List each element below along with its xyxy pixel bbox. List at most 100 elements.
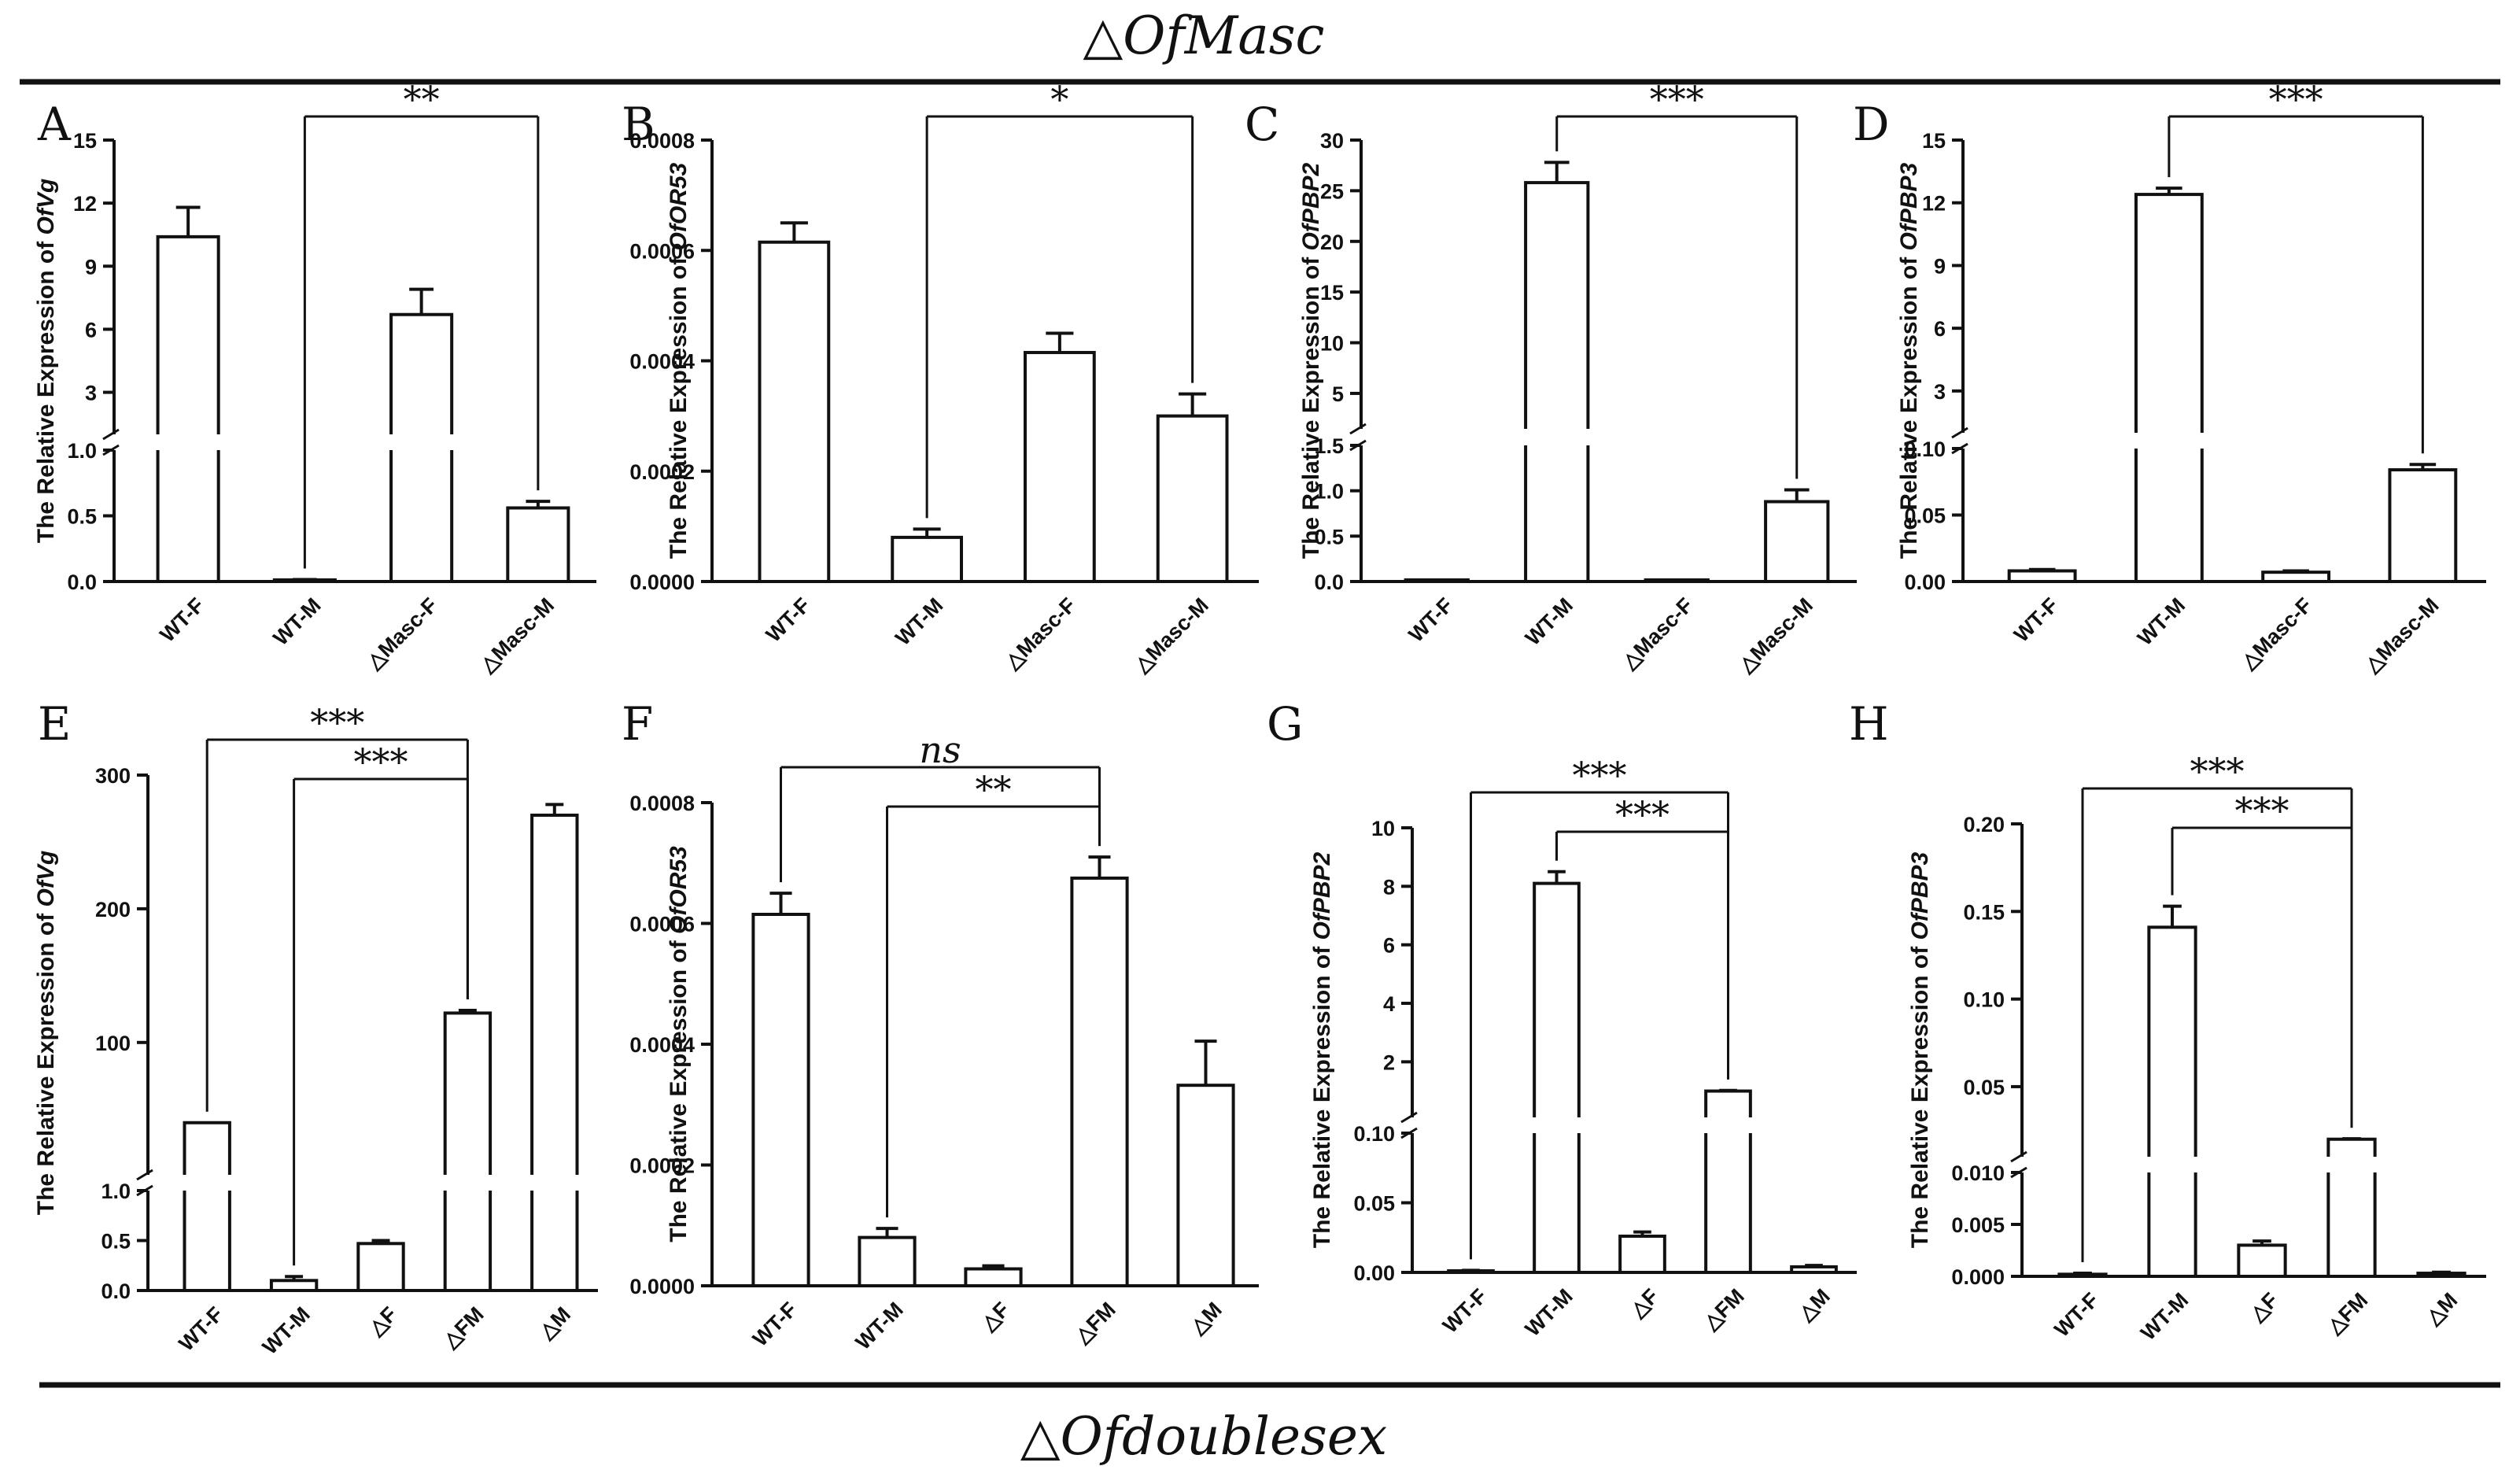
x-tick-label: △FM: [1070, 1298, 1120, 1348]
bar-△F: [1618, 1234, 1666, 1274]
x-tick-label: △Masc-M: [474, 593, 559, 678]
y-tick-label: 0.0000: [629, 570, 695, 594]
y-tick-label: 9: [85, 255, 97, 279]
y-tick-label: 200: [95, 898, 131, 921]
y-tick-label: 0.0: [67, 570, 97, 594]
y-tick-label: 30: [1320, 129, 1344, 153]
x-tick-label: WT-M: [851, 1298, 908, 1354]
y-axis-label-prefix: The Relative Expression of: [666, 250, 692, 559]
y-axis-label-prefix: The Relative Expression of: [1896, 250, 1922, 559]
top-label: △OfMasc: [1083, 6, 1324, 66]
bar-WT-F: [2007, 569, 2077, 583]
bar-△M: [1176, 1084, 1235, 1287]
y-axis-label-gene: OfVg: [33, 851, 59, 907]
y-axis-label-gene: OfOR53: [666, 846, 692, 934]
x-tick-label: △FM: [2322, 1288, 2372, 1339]
bar-WT-F: [1404, 578, 1470, 583]
y-tick-label: 0.0008: [629, 792, 695, 815]
panel-g: G The Relative Expression of OfPBP2 2 4 6 8 10…: [1267, 697, 1857, 1341]
y-axis-label: The Relative Expression of OfOR53: [666, 162, 692, 559]
y-axis-label-gene: OfPBP3: [1907, 851, 1933, 940]
x-tick-label: WT-M: [1521, 1284, 1577, 1341]
bar-break-gap: [529, 1175, 581, 1191]
bar-WT-F: [183, 1121, 231, 1292]
y-axis-label: The Relative Expression of OfPBP2: [1309, 851, 1335, 1248]
y-tick-label: 9: [1934, 254, 1946, 278]
y-tick-label: 0.0008: [629, 129, 695, 153]
x-tick-label: WT-F: [2050, 1288, 2103, 1342]
y-axis-label-gene: OfVg: [33, 179, 59, 235]
panel-h: H The Relative Expression of OfPBP3 0.05 0.…: [1849, 697, 2486, 1345]
y-tick-label: 0.0: [1314, 570, 1344, 594]
x-tick-label: △Masc-F: [2236, 593, 2316, 674]
y-tick-label: 0.005: [1951, 1213, 2005, 1237]
y-axis-label-prefix: The Relative Expression of: [1309, 940, 1335, 1248]
y-tick-label: 12: [1922, 192, 1946, 216]
panel-e: E The Relative Expression of OfVg 100 200 30…: [33, 697, 598, 1359]
bar-break-gap: [2132, 433, 2205, 449]
x-tick-label: WT-M: [2133, 593, 2190, 650]
y-tick-label: 0.0000: [629, 1275, 695, 1298]
x-tick-label: △Masc-M: [1733, 593, 1817, 678]
bar-△F: [2237, 1243, 2287, 1279]
bar-△FM: [1070, 876, 1129, 1287]
y-tick-label: 1.0: [67, 439, 97, 463]
x-tick-label: △F: [2245, 1288, 2282, 1326]
bar-△Masc-M: [2388, 468, 2458, 583]
y-tick-label: 1.0: [1314, 480, 1344, 504]
significance-label: ***: [1650, 78, 1704, 120]
panel-letter-e: E: [38, 697, 71, 751]
x-tick-label: △F: [363, 1302, 401, 1340]
y-tick-label: 25: [1320, 179, 1344, 203]
bar-break-gap: [181, 1175, 233, 1191]
axis-break-mark: [2010, 1150, 2027, 1163]
y-axis-label: The Relative Expression of OfOR53: [666, 846, 692, 1243]
y-axis-label: The Relative Expression of OfVg: [33, 851, 59, 1215]
x-tick-label: WT-M: [2136, 1288, 2193, 1345]
x-tick-label: △Masc-F: [361, 593, 441, 674]
y-tick-label: 6: [85, 318, 97, 342]
bar-△F: [964, 1267, 1023, 1288]
y-tick-label: 15: [1320, 281, 1344, 305]
y-tick-label: 0.00: [1904, 570, 1946, 594]
y-tick-label: 0.0004: [629, 1033, 695, 1057]
panel-letter-d: D: [1853, 98, 1890, 151]
bar-break-gap: [1531, 1117, 1582, 1133]
x-tick-label: △F: [976, 1298, 1013, 1335]
y-tick-label: 0.5: [101, 1230, 131, 1254]
x-tick-label: △M: [1793, 1284, 1835, 1326]
y-axis-label-prefix: The Relative Expression of: [1298, 250, 1324, 559]
significance-label: ***: [2269, 78, 2323, 120]
x-tick-label: △Masc-M: [1129, 593, 1213, 678]
x-tick-label: WT-F: [1438, 1284, 1492, 1338]
y-tick-label: 0.05: [1904, 504, 1946, 528]
y-tick-label: 0.10: [1904, 438, 1946, 461]
y-axis-label: The Relative Expression of OfPBP2: [1298, 162, 1324, 559]
y-tick-label: 3: [1934, 380, 1946, 404]
y-tick-label: 0.0002: [629, 460, 695, 484]
y-tick-label: 0.0006: [629, 913, 695, 936]
y-tick-label: 1.0: [101, 1180, 131, 1203]
panel-letter-h: H: [1849, 697, 1889, 751]
y-tick-label: 8: [1383, 875, 1395, 899]
bar-WT-M: [858, 1235, 917, 1287]
y-tick-label: 10: [1371, 817, 1395, 840]
axis-break-mark: [1400, 1111, 1418, 1124]
y-tick-label: 12: [73, 192, 97, 216]
x-tick-label: △M: [534, 1302, 576, 1344]
bar-△Masc-M: [1156, 414, 1229, 583]
x-tick-label: WT-F: [762, 593, 815, 647]
bar-△M: [1790, 1265, 1838, 1275]
y-tick-label: 0.5: [67, 505, 97, 529]
significance-label: ns: [919, 729, 961, 771]
significance-label: ***: [2235, 789, 2289, 832]
bar-break-gap: [441, 1175, 494, 1191]
y-tick-label: 6: [1934, 317, 1946, 341]
bar-△F: [356, 1242, 405, 1293]
y-tick-label: 1.5: [1314, 434, 1344, 458]
x-tick-label: WT-M: [258, 1302, 315, 1359]
x-tick-label: WT-M: [1521, 593, 1577, 650]
axis-break-mark: [136, 1169, 153, 1181]
y-tick-label: 300: [95, 764, 131, 788]
